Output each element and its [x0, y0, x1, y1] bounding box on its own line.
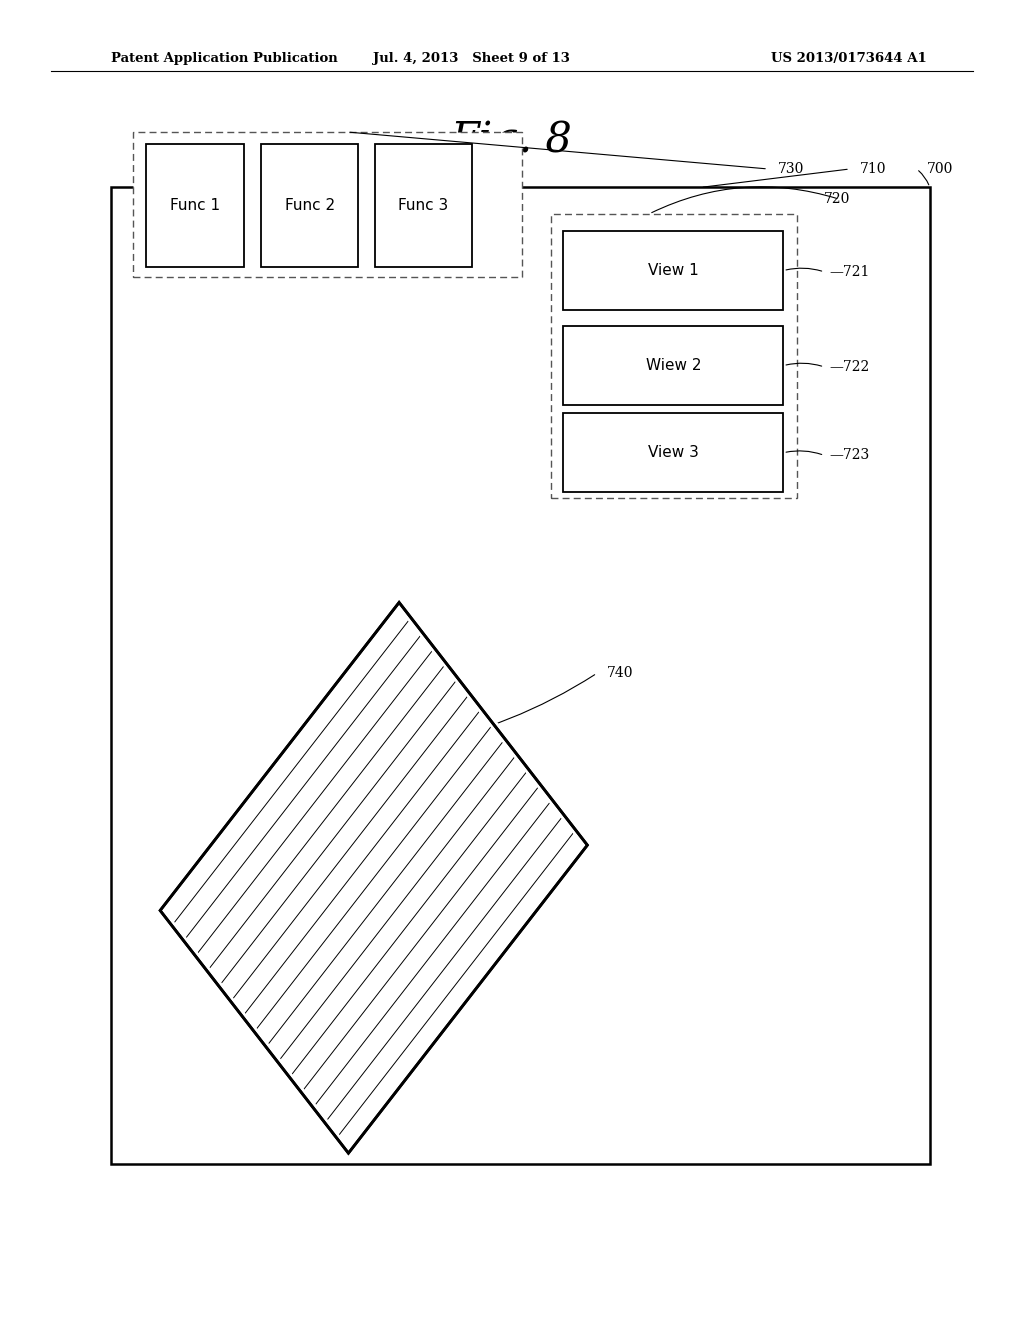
Bar: [375, 144, 472, 267]
Text: Patent Application Publication: Patent Application Publication: [111, 51, 337, 65]
Text: Func 2: Func 2: [285, 198, 335, 213]
Text: Fig. 8: Fig. 8: [451, 120, 573, 162]
Text: Func 3: Func 3: [398, 198, 449, 213]
Bar: [563, 231, 783, 310]
Text: —721: —721: [829, 265, 869, 279]
Text: Jul. 4, 2013   Sheet 9 of 13: Jul. 4, 2013 Sheet 9 of 13: [373, 51, 569, 65]
Text: —722: —722: [829, 360, 869, 374]
Bar: [133, 132, 522, 277]
Polygon shape: [160, 602, 588, 1154]
Text: 730: 730: [778, 162, 805, 176]
Text: 740: 740: [607, 667, 634, 680]
Text: —723: —723: [829, 449, 869, 462]
Bar: [551, 214, 797, 498]
Text: 700: 700: [927, 162, 953, 176]
Text: Wiew 2: Wiew 2: [645, 358, 701, 374]
Bar: [111, 187, 930, 1164]
Text: 710: 710: [860, 162, 887, 176]
Bar: [146, 144, 244, 267]
Bar: [563, 413, 783, 492]
Text: US 2013/0173644 A1: US 2013/0173644 A1: [771, 51, 927, 65]
Text: 720: 720: [824, 193, 851, 206]
Bar: [563, 326, 783, 405]
Text: Func 1: Func 1: [170, 198, 220, 213]
Text: View 1: View 1: [648, 263, 698, 279]
Bar: [261, 144, 358, 267]
Text: View 3: View 3: [648, 445, 698, 461]
